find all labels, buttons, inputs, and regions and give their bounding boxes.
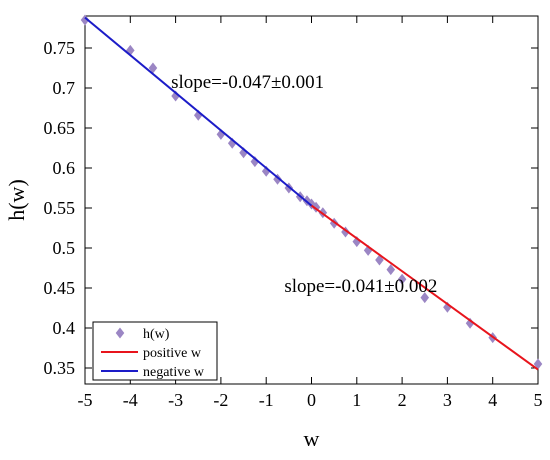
fit-line-positive-w — [310, 204, 539, 371]
data-point — [420, 292, 430, 304]
legend-marker — [115, 327, 125, 339]
slope-annotation: slope=-0.041±0.002 — [284, 276, 437, 297]
y-tick-label: 0.6 — [53, 158, 76, 178]
data-point — [397, 273, 407, 285]
y-tick-label: 0.45 — [44, 278, 76, 298]
y-tick-label: 0.75 — [44, 38, 76, 58]
data-point — [261, 165, 271, 177]
data-point — [352, 236, 362, 248]
y-tick-label: 0.5 — [53, 238, 76, 258]
x-tick-label: 2 — [398, 390, 407, 410]
slope-annotation: slope=-0.047±0.001 — [171, 72, 324, 93]
legend-entry: h(w) — [143, 327, 170, 342]
data-point — [386, 264, 396, 276]
x-tick-label: -2 — [213, 390, 228, 410]
data-point — [307, 198, 316, 210]
y-tick-label: 0.4 — [53, 318, 76, 338]
y-tick-label: 0.35 — [44, 358, 76, 378]
y-tick-label: 0.65 — [44, 118, 76, 138]
y-axis-label: h(w) — [4, 179, 29, 221]
y-tick-label: 0.7 — [53, 78, 76, 98]
x-tick-label: -4 — [123, 390, 138, 410]
legend-entry: positive w — [143, 346, 202, 361]
fit-line-negative-w — [84, 16, 313, 207]
data-point — [148, 62, 158, 74]
y-tick-label: 0.55 — [44, 198, 76, 218]
data-point — [250, 156, 260, 168]
data-point — [363, 244, 373, 256]
x-tick-label: 0 — [307, 390, 316, 410]
x-tick-label: 1 — [352, 390, 361, 410]
x-tick-label: 4 — [488, 390, 497, 410]
data-point — [465, 317, 475, 329]
x-tick-label: 5 — [534, 390, 543, 410]
x-tick-label: -1 — [259, 390, 274, 410]
x-tick-label: -3 — [168, 390, 183, 410]
data-point — [80, 14, 90, 26]
x-axis-label: w — [304, 426, 320, 451]
data-point — [533, 358, 543, 370]
data-point — [126, 44, 135, 56]
x-tick-label: -5 — [78, 390, 93, 410]
x-tick-label: 3 — [443, 390, 452, 410]
legend-entry: negative w — [143, 365, 205, 380]
data-point — [171, 90, 180, 102]
